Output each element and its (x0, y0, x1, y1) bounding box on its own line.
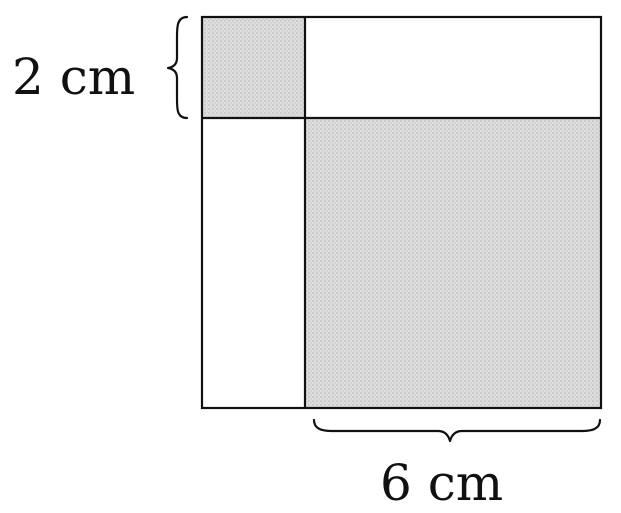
bottom-right-square-region (305, 118, 601, 408)
bottom-brace (312, 418, 602, 443)
left-dimension-label: 2 cm (12, 48, 135, 106)
top-left-square-region (202, 17, 305, 118)
bottom-dimension-label: 6 cm (380, 454, 503, 512)
outer-square-outline (200, 15, 603, 410)
left-brace (166, 15, 189, 120)
